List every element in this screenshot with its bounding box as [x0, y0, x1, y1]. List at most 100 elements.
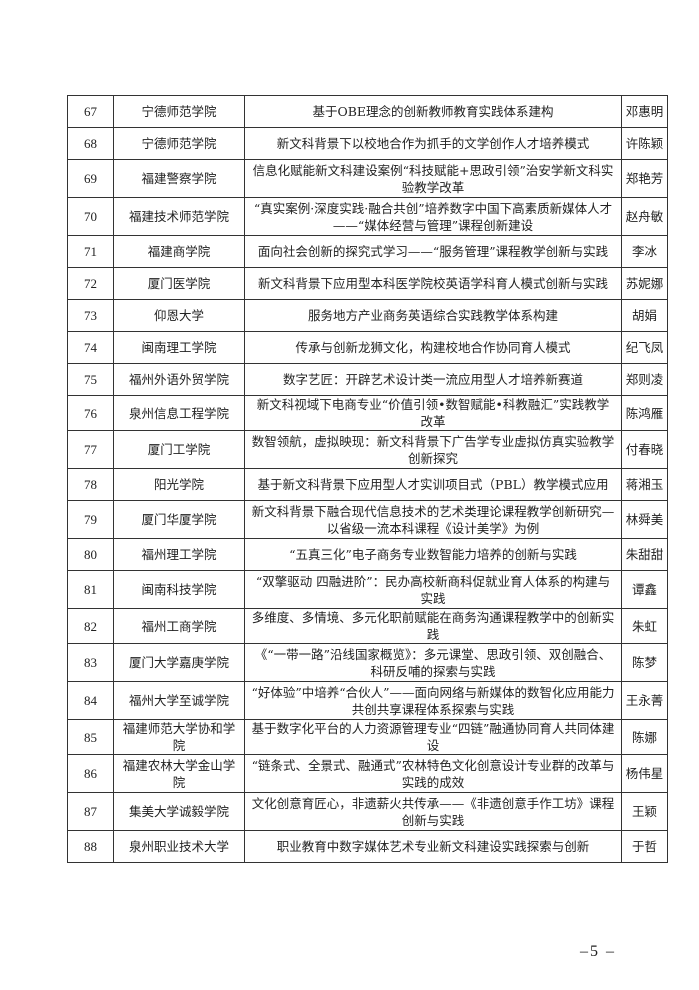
school-name: 厦门工学院	[113, 430, 245, 469]
row-number: 69	[67, 159, 114, 198]
row-number: 82	[67, 608, 114, 644]
project-title: “双擎驱动 四融进阶”：民办高校新商科促就业育人体系的构建与实践	[244, 570, 622, 609]
leader-name: 付春晓	[621, 430, 668, 469]
row-number: 76	[67, 395, 114, 431]
leader-name: 谭鑫	[621, 570, 668, 609]
project-title: “好体验”中培养“合伙人”——面向网络与新媒体的数智化应用能力共创共享课程体系探…	[244, 681, 622, 720]
row-number: 71	[67, 235, 114, 268]
leader-name: 朱甜甜	[621, 538, 668, 571]
row-number: 79	[67, 500, 114, 539]
project-title: 信息化赋能新文科建设案例“科技赋能+思政引领”治安学新文科实验教学改革	[244, 159, 622, 198]
leader-name: 胡娟	[621, 299, 668, 332]
leader-name: 林舜美	[621, 500, 668, 539]
school-name: 福建农林大学金山学院	[113, 754, 245, 793]
leader-name: 于哲	[621, 830, 668, 863]
table-row: 85 福建师范大学协和学院 基于数字化平台的人力资源管理专业“四链”融通协同育人共同…	[67, 719, 668, 755]
project-title: 《“一带一路”沿线国家概览》：多元课堂、思政引领、双创融合、科研反哺的探索与实践	[244, 643, 622, 682]
row-number: 68	[67, 127, 114, 160]
school-name: 福建警察学院	[113, 159, 245, 198]
project-title: 新文科背景下以校地合作为抓手的文学创作人才培养模式	[244, 127, 622, 160]
row-number: 75	[67, 363, 114, 396]
row-number: 80	[67, 538, 114, 571]
leader-name: 纪飞凤	[621, 331, 668, 364]
school-name: 福建技术师范学院	[113, 197, 245, 236]
table-row: 86 福建农林大学金山学院 “链条式、全景式、融通式”农林特色文化创意设计专业群的改…	[67, 754, 668, 793]
table-row: 88 泉州职业技术大学 职业教育中数字媒体艺术专业新文科建设实践探索与创新 于哲	[67, 830, 668, 863]
row-number: 72	[67, 267, 114, 300]
row-number: 83	[67, 643, 114, 682]
project-list-table: 67 宁德师范学院 基于OBE理念的创新教师教育实践体系建构 邓惠明 68 宁德师范学院新…	[67, 95, 668, 863]
leader-name: 邓惠明	[621, 95, 668, 128]
school-name: 宁德师范学院	[113, 127, 245, 160]
leader-name: 蒋湘玉	[621, 468, 668, 501]
table-row: 84 福州大学至诚学院 “好体验”中培养“合伙人”——面向网络与新媒体的数智化应用能…	[67, 681, 668, 720]
project-title: 面向社会创新的探究式学习——“服务管理”课程教学创新与实践	[244, 235, 622, 268]
project-title: 职业教育中数字媒体艺术专业新文科建设实践探索与创新	[244, 830, 622, 863]
table-row: 69 福建警察学院 信息化赋能新文科建设案例“科技赋能+思政引领”治安学新文科实验教…	[67, 159, 668, 198]
table-row: 81 闽南科技学院 “双擎驱动 四融进阶”：民办高校新商科促就业育人体系的构建与实践…	[67, 570, 668, 609]
table-row: 80 福州理工学院 “五真三化”电子商务专业数智能力培养的创新与实践 朱甜甜	[67, 538, 668, 571]
table-row: 75 福州外语外贸学院 数字艺匠：开辟艺术设计类一流应用型人才培养新赛道 郑则凌	[67, 363, 668, 396]
project-title: 新文科视域下电商专业“价值引领•数智赋能•科教融汇”实践教学改革	[244, 395, 622, 431]
row-number: 73	[67, 299, 114, 332]
leader-name: 陈鸿雁	[621, 395, 668, 431]
leader-name: 郑艳芳	[621, 159, 668, 198]
leader-name: 陈梦	[621, 643, 668, 682]
page-number: –5 –	[580, 943, 616, 960]
table-row: 67 宁德师范学院 基于OBE理念的创新教师教育实践体系建构 邓惠明	[67, 95, 668, 128]
row-number: 67	[67, 95, 114, 128]
project-title: 基于数字化平台的人力资源管理专业“四链”融通协同育人共同体建设	[244, 719, 622, 755]
leader-name: 郑则凌	[621, 363, 668, 396]
table-row: 72 厦门医学院 新文科背景下应用型本科医学院校英语学科育人模式创新与实践 苏妮娜	[67, 267, 668, 300]
project-title: 基于OBE理念的创新教师教育实践体系建构	[244, 95, 622, 128]
school-name: 集美大学诚毅学院	[113, 792, 245, 831]
project-title: “真实案例·深度实践·融合共创”培养数字中国下高素质新媒体人才——“媒体经营与管…	[244, 197, 622, 236]
project-title: 服务地方产业商务英语综合实践教学体系构建	[244, 299, 622, 332]
leader-name: 朱虹	[621, 608, 668, 644]
school-name: 闽南科技学院	[113, 570, 245, 609]
project-title: 基于新文科背景下应用型人才实训项目式（PBL）教学模式应用	[244, 468, 622, 501]
school-name: 厦门大学嘉庚学院	[113, 643, 245, 682]
row-number: 74	[67, 331, 114, 364]
row-number: 81	[67, 570, 114, 609]
school-name: 阳光学院	[113, 468, 245, 501]
school-name: 福州外语外贸学院	[113, 363, 245, 396]
project-title: 传承与创新龙狮文化，构建校地合作协同育人模式	[244, 331, 622, 364]
project-title: “五真三化”电子商务专业数智能力培养的创新与实践	[244, 538, 622, 571]
row-number: 88	[67, 830, 114, 863]
school-name: 福建商学院	[113, 235, 245, 268]
school-name: 泉州信息工程学院	[113, 395, 245, 431]
leader-name: 赵舟敏	[621, 197, 668, 236]
school-name: 厦门医学院	[113, 267, 245, 300]
table-row: 68 宁德师范学院 新文科背景下以校地合作为抓手的文学创作人才培养模式 许陈颖	[67, 127, 668, 160]
school-name: 厦门华厦学院	[113, 500, 245, 539]
table-row: 82 福州工商学院 多维度、多情境、多元化职前赋能在商务沟通课程教学中的创新实践 朱虹	[67, 608, 668, 644]
leader-name: 许陈颖	[621, 127, 668, 160]
row-number: 77	[67, 430, 114, 469]
table-row: 77 厦门工学院 数智领航，虚拟映现：新文科背景下广告学专业虚拟仿真实验教学创新探究…	[67, 430, 668, 469]
project-title: 多维度、多情境、多元化职前赋能在商务沟通课程教学中的创新实践	[244, 608, 622, 644]
row-number: 78	[67, 468, 114, 501]
row-number: 87	[67, 792, 114, 831]
table-row: 83 厦门大学嘉庚学院 《“一带一路”沿线国家概览》：多元课堂、思政引领、双创融合、…	[67, 643, 668, 682]
row-number: 70	[67, 197, 114, 236]
row-number: 86	[67, 754, 114, 793]
school-name: 泉州职业技术大学	[113, 830, 245, 863]
project-title: “链条式、全景式、融通式”农林特色文化创意设计专业群的改革与实践的成效	[244, 754, 622, 793]
school-name: 福州理工学院	[113, 538, 245, 571]
table-row: 73 仰恩大学 服务地方产业商务英语综合实践教学体系构建 胡娟	[67, 299, 668, 332]
row-number: 85	[67, 719, 114, 755]
row-number: 84	[67, 681, 114, 720]
school-name: 宁德师范学院	[113, 95, 245, 128]
project-title: 新文科背景下融合现代信息技术的艺术类理论课程教学创新研究—以省级一流本科课程《设…	[244, 500, 622, 539]
project-title: 数智领航，虚拟映现：新文科背景下广告学专业虚拟仿真实验教学创新探究	[244, 430, 622, 469]
school-name: 闽南理工学院	[113, 331, 245, 364]
school-name: 福建师范大学协和学院	[113, 719, 245, 755]
project-title: 新文科背景下应用型本科医学院校英语学科育人模式创新与实践	[244, 267, 622, 300]
leader-name: 王永菁	[621, 681, 668, 720]
table-row: 79 厦门华厦学院 新文科背景下融合现代信息技术的艺术类理论课程教学创新研究—以省级…	[67, 500, 668, 539]
school-name: 福州大学至诚学院	[113, 681, 245, 720]
leader-name: 苏妮娜	[621, 267, 668, 300]
project-title: 文化创意育匠心，非遗薪火共传承——《非遗创意手作工坊》课程创新与实践	[244, 792, 622, 831]
school-name: 福州工商学院	[113, 608, 245, 644]
